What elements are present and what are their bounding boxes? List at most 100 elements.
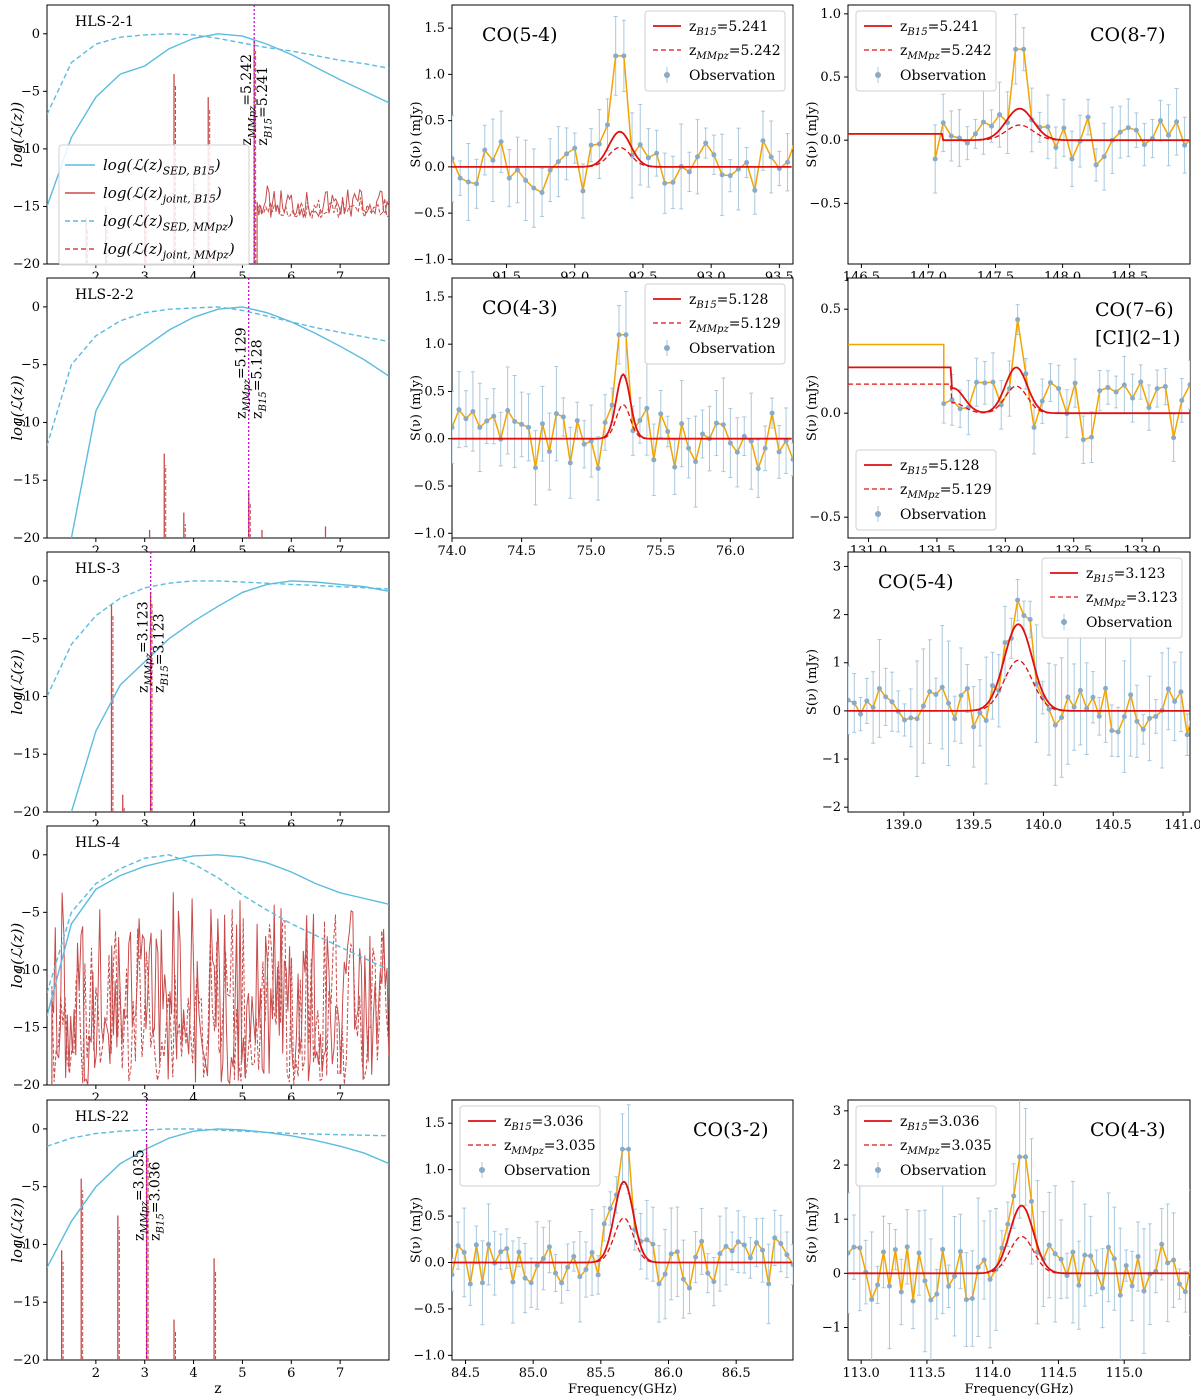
observation-point <box>1115 729 1121 735</box>
z-mmpz-label: zMMpz=3.035 <box>131 1149 150 1241</box>
observation-point <box>1191 706 1196 711</box>
x-tick-label: 139.0 <box>885 818 922 833</box>
observation-point <box>452 1272 455 1278</box>
sed-b15-line <box>47 854 389 1017</box>
line-label: CO(5-4) <box>482 24 558 46</box>
y-tick-label: −15 <box>13 1020 40 1035</box>
observation-point <box>654 150 660 156</box>
y-tick-label: −1.0 <box>413 252 445 267</box>
z-b15-label: zB15=5.128 <box>250 339 269 418</box>
observation-point <box>1182 1289 1188 1295</box>
sed-mmpz-line <box>47 580 389 697</box>
observation-point <box>613 53 619 59</box>
observation-point <box>1117 1292 1123 1298</box>
observation-point <box>1130 395 1136 401</box>
legend-box <box>644 10 786 92</box>
y-tick-label: −20 <box>13 257 40 272</box>
y-tick-label: 0 <box>32 574 40 589</box>
y-tick-label: 0 <box>833 704 841 719</box>
legend-swatch-obs <box>875 511 881 517</box>
observation-point <box>1184 732 1190 738</box>
observation-point <box>505 407 511 413</box>
y-tick-label: 0.0 <box>424 160 445 175</box>
observation-point <box>784 1252 790 1258</box>
y-tick-label: −0.5 <box>413 206 445 221</box>
observation-point <box>1090 694 1096 700</box>
observation-point <box>456 407 462 413</box>
y-tick-label: −20 <box>13 1353 40 1368</box>
observation-point <box>452 424 455 430</box>
y-tick-label: 0.5 <box>424 384 445 399</box>
y-tick-label: 2 <box>833 1158 841 1173</box>
legend-label-obs: Observation <box>900 68 986 84</box>
y-tick-label: −1 <box>822 752 841 767</box>
sed-b15-line <box>70 580 389 812</box>
observation-point <box>1045 124 1051 130</box>
legend-label: log(ℒ(z)SED, MMpz) <box>103 212 234 234</box>
observation-point <box>1031 424 1037 430</box>
y-tick-label: 0 <box>32 1122 40 1137</box>
observation-point <box>778 1241 784 1247</box>
x-tick-label: 84.5 <box>451 1366 480 1381</box>
observation-point <box>490 157 496 163</box>
observation-point <box>623 332 629 338</box>
observation-point <box>857 1245 863 1251</box>
fit-mmpz-line <box>848 383 1190 414</box>
observation-point <box>1135 1254 1141 1260</box>
x-tick-label: 5 <box>238 1366 246 1381</box>
observation-point <box>474 181 480 187</box>
observation-point <box>1059 715 1065 721</box>
y-tick-label: −20 <box>13 805 40 820</box>
observation-point <box>886 1283 892 1289</box>
observation-point <box>1056 386 1062 392</box>
y-tick-label: −15 <box>13 1295 40 1310</box>
fit-mmpz-line <box>848 124 1190 141</box>
legend-label-obs: Observation <box>900 1163 986 1179</box>
y-axis-label: log(ℒ(z)) <box>8 923 26 989</box>
y-tick-label: −5 <box>21 358 40 373</box>
observation-point <box>523 177 529 183</box>
observation-point <box>686 1285 692 1291</box>
observation-point <box>1153 713 1159 719</box>
p-hls-3: zMMpz=3.123zB15=3.123HLS-32345670−5−10−1… <box>8 551 390 833</box>
observation-point <box>1027 616 1033 622</box>
observation-point <box>711 1279 717 1285</box>
x-tick-label: 2 <box>92 1366 100 1381</box>
y-tick-label: 0.0 <box>424 1256 445 1271</box>
observation-point <box>958 693 964 699</box>
observation-point <box>522 1275 528 1281</box>
observation-point <box>741 1242 747 1248</box>
observation-point <box>1174 119 1180 125</box>
x-tick-label: 86.0 <box>654 1366 683 1381</box>
x-tick-label: 85.0 <box>519 1366 548 1381</box>
observation-point <box>748 438 754 444</box>
observation-point <box>565 1264 571 1270</box>
observation-point <box>679 421 685 427</box>
observation-point <box>998 402 1004 408</box>
line-label: CO(8-7) <box>1090 24 1166 46</box>
legend-label-b15: zB15=5.128 <box>900 458 979 477</box>
legend-swatch-obs <box>1061 619 1067 625</box>
s-hls-2-2-a: 74.0 74.5 75.0 75.5 76.0 1.5 1.0 0.5 0.0 −0.5 −1.0… <box>409 277 794 559</box>
observation-point <box>1085 114 1091 120</box>
observation-point <box>595 1272 601 1278</box>
observation-point <box>1076 1282 1082 1288</box>
observation-point <box>571 1254 577 1260</box>
y-tick-label: −15 <box>13 747 40 762</box>
observation-point <box>539 421 545 427</box>
y-tick-label: 0.5 <box>820 70 841 85</box>
legend: zB15=5.241 zMMpz=5.242 Observation <box>644 10 786 92</box>
plot-area <box>452 291 793 508</box>
plot-area <box>452 1104 793 1326</box>
observation-point <box>1146 405 1152 411</box>
y-tick-label: 3 <box>833 1104 841 1119</box>
s-hls-22-b: 113.0 113.5 114.0 114.5 115.0 3 2 1 0 −1 S(ν) (mJy… <box>805 1099 1191 1397</box>
observation-point <box>940 120 946 126</box>
p-hls-3-frame <box>46 551 390 813</box>
observation-point <box>1190 135 1195 140</box>
observation-point <box>875 1282 881 1288</box>
legend-swatch-obs <box>479 1167 485 1173</box>
sed-mmpz-line <box>47 33 389 115</box>
legend-label-b15: zB15=5.241 <box>900 19 979 38</box>
observation-point <box>1088 1253 1094 1259</box>
